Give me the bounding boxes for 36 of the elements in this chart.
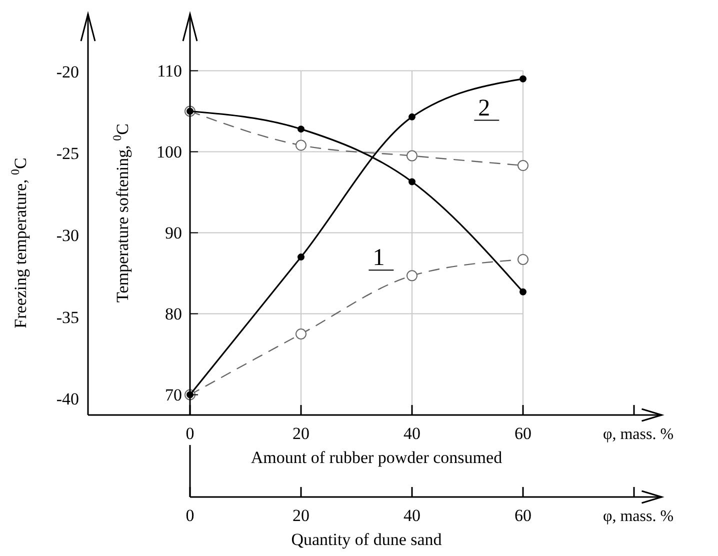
y2-tick-label: -20 [56, 62, 79, 82]
point [518, 160, 528, 172]
y-tick-label: 100 [156, 142, 182, 162]
y-tick-label: 90 [165, 224, 182, 243]
point [408, 113, 416, 120]
y2-tick-label: -25 [56, 144, 79, 164]
y2-tick-label: -40 [56, 390, 79, 409]
point [406, 150, 418, 162]
point [298, 126, 304, 133]
x-tick-label: 20 [292, 424, 310, 443]
y-tick-label: 70 [165, 386, 182, 405]
point [296, 328, 306, 340]
point [408, 178, 416, 186]
x2-tick-label: 40 [404, 506, 420, 525]
text: φ, mass. % [603, 426, 674, 443]
x-axis-title: Amount of rubber powder consumed [250, 448, 503, 467]
x2-tick-label: 0 [186, 506, 194, 525]
y2-tick-label: -30 [56, 226, 79, 245]
point [296, 140, 306, 151]
annotation: 2 [478, 95, 490, 122]
x2-tick-label: 60 [514, 506, 532, 525]
text: φ, mass. % [603, 508, 674, 525]
y-tick-label: 80 [165, 304, 182, 324]
y2-tick-label: -35 [56, 308, 79, 327]
annotation: 1 [372, 245, 385, 272]
x-tick-label: 0 [186, 424, 194, 443]
x2-axis-title: Quantity of dune sand [291, 530, 442, 549]
point [520, 288, 526, 296]
x-tick-label: 60 [514, 424, 532, 443]
point [518, 254, 528, 265]
point [406, 270, 418, 282]
y-tick-label: 110 [157, 62, 182, 81]
x2-tick-label: 20 [292, 506, 310, 525]
point [520, 75, 526, 82]
point [298, 254, 304, 261]
x-tick-label: 40 [404, 424, 420, 443]
